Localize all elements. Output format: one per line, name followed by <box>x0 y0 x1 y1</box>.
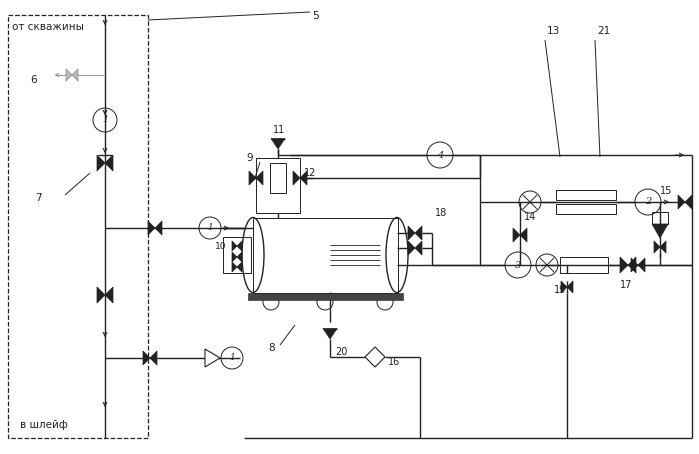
Polygon shape <box>97 155 105 171</box>
Polygon shape <box>685 195 692 209</box>
Text: 12: 12 <box>304 168 317 178</box>
Polygon shape <box>148 221 155 235</box>
Bar <box>560 257 608 273</box>
Polygon shape <box>300 171 307 185</box>
Bar <box>652 212 668 224</box>
Bar <box>270 163 286 193</box>
Polygon shape <box>415 226 422 240</box>
Polygon shape <box>72 69 78 81</box>
Polygon shape <box>638 258 645 272</box>
Text: 17: 17 <box>620 280 633 290</box>
Text: 7: 7 <box>35 193 42 203</box>
Bar <box>556 190 616 200</box>
Polygon shape <box>408 226 415 240</box>
Polygon shape <box>105 155 113 171</box>
Polygon shape <box>143 351 150 365</box>
Polygon shape <box>631 258 638 272</box>
Polygon shape <box>567 281 573 293</box>
Text: 15: 15 <box>660 186 672 196</box>
Text: 9: 9 <box>246 153 252 163</box>
Bar <box>556 204 616 214</box>
Polygon shape <box>150 351 157 365</box>
Polygon shape <box>620 257 628 273</box>
Polygon shape <box>293 171 300 185</box>
Bar <box>223 237 251 273</box>
Bar <box>256 158 300 213</box>
Text: 2: 2 <box>645 197 651 207</box>
Text: 3: 3 <box>515 261 521 270</box>
Polygon shape <box>237 241 242 251</box>
Polygon shape <box>105 287 113 303</box>
Polygon shape <box>271 138 285 149</box>
Polygon shape <box>232 241 237 251</box>
Polygon shape <box>256 171 263 185</box>
Polygon shape <box>513 228 520 242</box>
Text: 4: 4 <box>437 150 443 159</box>
Polygon shape <box>232 262 237 272</box>
Polygon shape <box>365 347 385 367</box>
Text: 8: 8 <box>268 343 275 353</box>
Polygon shape <box>237 262 242 272</box>
Polygon shape <box>561 281 567 293</box>
Text: от скважины: от скважины <box>12 22 84 32</box>
Polygon shape <box>652 224 668 238</box>
Text: в шлейф: в шлейф <box>20 420 68 430</box>
Text: 18: 18 <box>435 208 447 218</box>
Polygon shape <box>660 241 666 253</box>
Text: 1: 1 <box>102 115 108 124</box>
Polygon shape <box>237 252 242 262</box>
Polygon shape <box>654 241 660 253</box>
Polygon shape <box>415 241 422 255</box>
Text: 21: 21 <box>597 26 610 36</box>
Polygon shape <box>520 228 527 242</box>
Bar <box>253 218 398 293</box>
Polygon shape <box>628 257 636 273</box>
Text: 1: 1 <box>207 223 213 232</box>
Polygon shape <box>205 349 220 367</box>
Text: 6: 6 <box>30 75 36 85</box>
Polygon shape <box>323 329 337 339</box>
Polygon shape <box>97 287 105 303</box>
Text: 16: 16 <box>388 357 401 367</box>
Polygon shape <box>155 221 162 235</box>
Polygon shape <box>66 69 72 81</box>
Text: 1: 1 <box>229 354 235 362</box>
Polygon shape <box>232 252 237 262</box>
Text: 13: 13 <box>547 26 561 36</box>
Text: 5: 5 <box>312 11 319 21</box>
Text: 19: 19 <box>554 285 566 295</box>
Polygon shape <box>408 241 415 255</box>
Polygon shape <box>678 195 685 209</box>
Text: 10: 10 <box>215 242 226 251</box>
Text: 14: 14 <box>524 212 536 222</box>
Text: 20: 20 <box>335 347 347 357</box>
Text: 11: 11 <box>273 125 285 135</box>
Bar <box>248 293 403 300</box>
Polygon shape <box>249 171 256 185</box>
